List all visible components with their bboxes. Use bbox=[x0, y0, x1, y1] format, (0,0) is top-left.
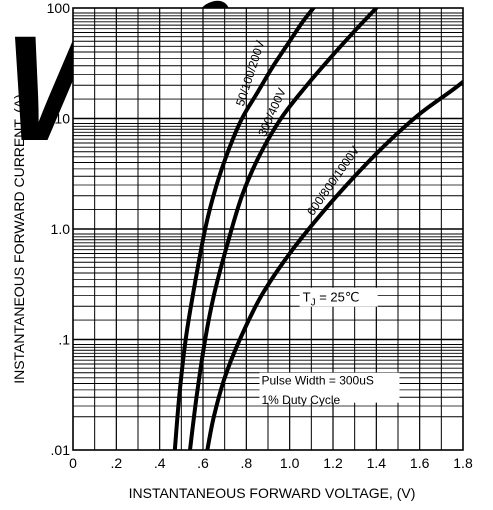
x-tick-label: 1.6 bbox=[410, 455, 430, 471]
duty-cycle-annotation: 1% Duty Cycle bbox=[262, 393, 341, 407]
plot-border bbox=[72, 7, 464, 451]
x-tick-label: 1.0 bbox=[280, 455, 300, 471]
y-axis-label: INSTANTANEOUS FORWARD CURRENT, (A) bbox=[11, 94, 27, 384]
y-tick-label: .01 bbox=[51, 442, 71, 458]
series-line bbox=[188, 8, 379, 450]
series-line bbox=[172, 8, 316, 450]
x-tick-label: 1.4 bbox=[367, 455, 387, 471]
y-tick-label: 100 bbox=[47, 0, 71, 16]
y-tick-label: 10 bbox=[54, 111, 70, 127]
tj-annotation: TJ = 25℃ bbox=[303, 290, 360, 309]
x-tick-label: 1.8 bbox=[453, 455, 473, 471]
y-tick-label: .1 bbox=[58, 332, 70, 348]
x-tick-label: 0 bbox=[69, 455, 77, 471]
x-tick-label: .4 bbox=[154, 455, 166, 471]
series-line bbox=[205, 79, 463, 450]
x-tick-label: .2 bbox=[110, 455, 122, 471]
series-group bbox=[172, 8, 463, 450]
x-tick-label: .6 bbox=[197, 455, 209, 471]
x-tick-label: 1.2 bbox=[323, 455, 343, 471]
y-tick-label: 1.0 bbox=[51, 221, 71, 237]
chart-title: CHARACTERISTICS bbox=[201, 0, 324, 2]
pulse-width-annotation: Pulse Width = 300uS bbox=[262, 374, 374, 388]
x-tick-label: .8 bbox=[240, 455, 252, 471]
tj-annotation-bg bbox=[299, 287, 378, 307]
pulse-annotation-bg bbox=[259, 372, 400, 403]
x-axis-label: INSTANTANEOUS FORWARD VOLTAGE, (V) bbox=[129, 485, 416, 501]
